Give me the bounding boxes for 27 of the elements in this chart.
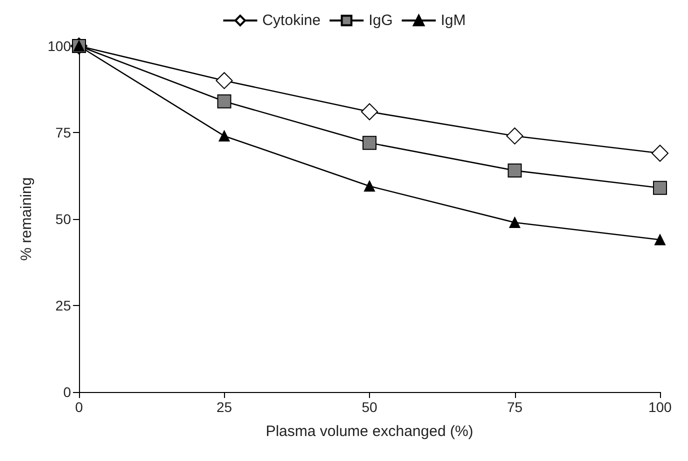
- y-tick-label: 25: [55, 298, 72, 314]
- point: [653, 180, 667, 195]
- x-tick-label: 25: [216, 399, 232, 415]
- point: [362, 136, 376, 150]
- point: [218, 130, 230, 142]
- point: [508, 164, 522, 178]
- point: [361, 103, 378, 120]
- y-tick-label: 75: [55, 124, 72, 140]
- x-tick-label: 100: [648, 399, 672, 415]
- point: [217, 94, 232, 108]
- y-tick-label: 0: [63, 384, 72, 400]
- y-tick-label: 100: [48, 38, 72, 54]
- y-axis-title: % remaining: [18, 177, 35, 261]
- legend-label: IgM: [440, 12, 466, 29]
- point: [506, 127, 524, 144]
- point: [652, 144, 668, 162]
- x-tick-label: 75: [506, 399, 523, 415]
- x-axis-title: Plasma volume exchanged (%): [266, 423, 474, 440]
- legend-label: Cytokine: [262, 12, 321, 29]
- legend-label: IgG: [368, 12, 393, 29]
- point: [216, 72, 233, 90]
- point: [509, 216, 520, 228]
- x-tick-label: 0: [75, 399, 84, 415]
- y-tick-label: 50: [55, 211, 72, 227]
- point: [364, 180, 375, 192]
- x-tick-label: 50: [362, 399, 378, 415]
- point: [654, 234, 666, 246]
